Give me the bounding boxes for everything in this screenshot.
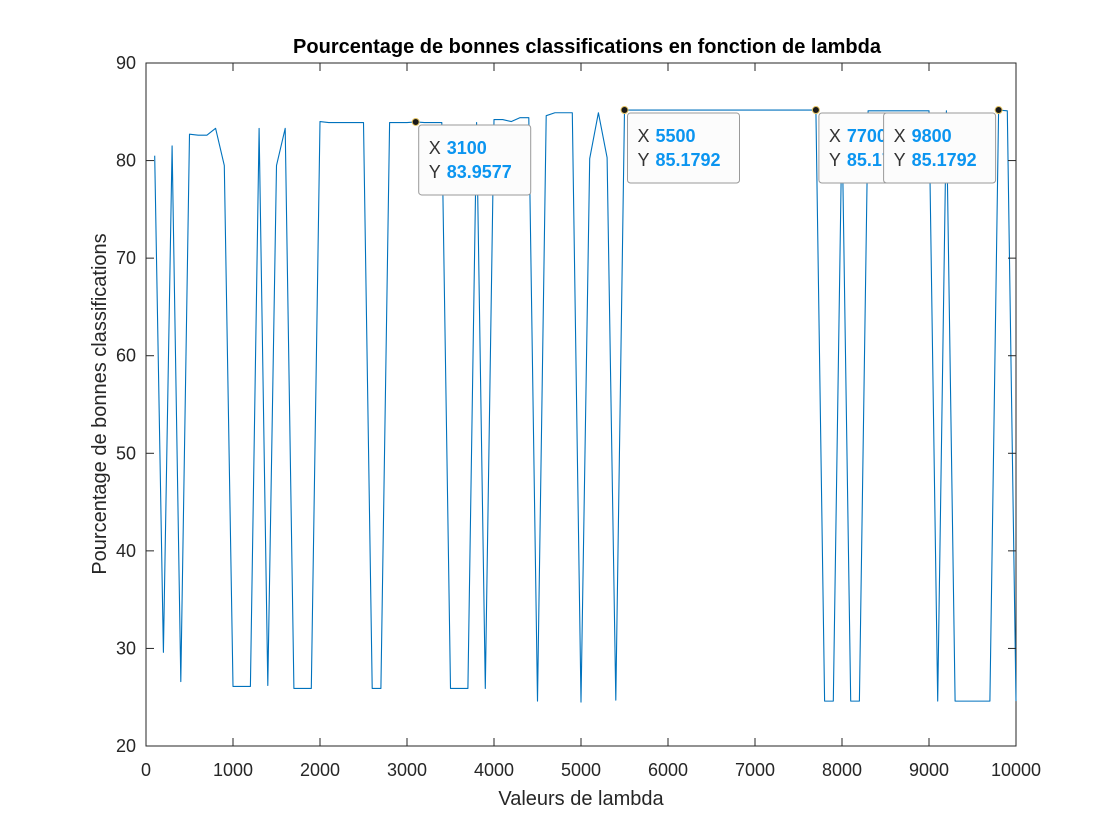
datatip[interactable]: X 3100 Y 83.9577 (411, 117, 532, 196)
y-axis-label: Pourcentage de bonnes classifications (89, 233, 111, 574)
y-tick-label: 40 (116, 541, 136, 561)
datatip-y-value: 85.1792 (656, 150, 721, 170)
series-line (154, 109, 1017, 703)
x-tick-label: 6000 (648, 760, 688, 780)
datatip-x-value: 7700 (847, 126, 887, 146)
datatip-x-key: X (429, 138, 441, 158)
datatip-y-key: Y (429, 162, 441, 182)
x-tick-label: 2000 (300, 760, 340, 780)
y-axis: 20 30 40 50 60 70 80 90 (116, 53, 1016, 756)
x-tick-label: 10000 (991, 760, 1041, 780)
x-tick-label: 9000 (909, 760, 949, 780)
y-tick-label: 60 (116, 346, 136, 366)
datatip-box (883, 112, 997, 184)
datatip[interactable]: X 5500 Y 85.1792 (620, 106, 740, 184)
datatip-y-key: Y (894, 150, 906, 170)
datatip-x-key: X (894, 126, 906, 146)
datatip-box (627, 112, 740, 184)
datatip-x-key: X (638, 126, 650, 146)
x-axis: 0 1000 2000 3000 4000 5000 6000 7000 8000 9000 100… (141, 63, 1041, 780)
datatip-box (418, 124, 532, 196)
plot-area: 0 1000 2000 3000 4000 5000 6000 7000 8000 9000 100… (116, 53, 1041, 780)
y-tick-label: 20 (116, 736, 136, 756)
datatip-marker[interactable] (411, 117, 420, 126)
x-tick-label: 5000 (561, 760, 601, 780)
y-tick-label: 30 (116, 638, 136, 658)
y-tick-label: 90 (116, 53, 136, 73)
x-tick-label: 1000 (213, 760, 253, 780)
datatip-x-value: 5500 (656, 126, 696, 146)
datatip-x-value: 9800 (912, 126, 952, 146)
x-tick-label: 3000 (387, 760, 427, 780)
x-tick-label: 7000 (735, 760, 775, 780)
datatip-y-value: 83.9577 (447, 162, 512, 182)
datatip-y-key: Y (638, 150, 650, 170)
y-tick-label: 70 (116, 248, 136, 268)
datatip[interactable]: X 9800 Y 85.1792 (883, 106, 1003, 184)
datatip-marker[interactable] (620, 106, 629, 115)
x-tick-label: 0 (141, 760, 151, 780)
chart-title: Pourcentage de bonnes classifications en… (293, 36, 882, 58)
datatip-x-key: X (829, 126, 841, 146)
datatip-y-key: Y (829, 150, 841, 170)
datatip-marker[interactable] (811, 106, 820, 115)
x-tick-label: 4000 (474, 760, 514, 780)
y-tick-label: 80 (116, 151, 136, 171)
datatip-marker[interactable] (994, 106, 1003, 115)
y-tick-label: 50 (116, 443, 136, 463)
datatip-y-value: 85.1792 (912, 150, 977, 170)
datatip-x-value: 3100 (447, 138, 487, 158)
x-tick-label: 8000 (822, 760, 862, 780)
x-axis-label: Valeurs de lambda (498, 788, 664, 810)
